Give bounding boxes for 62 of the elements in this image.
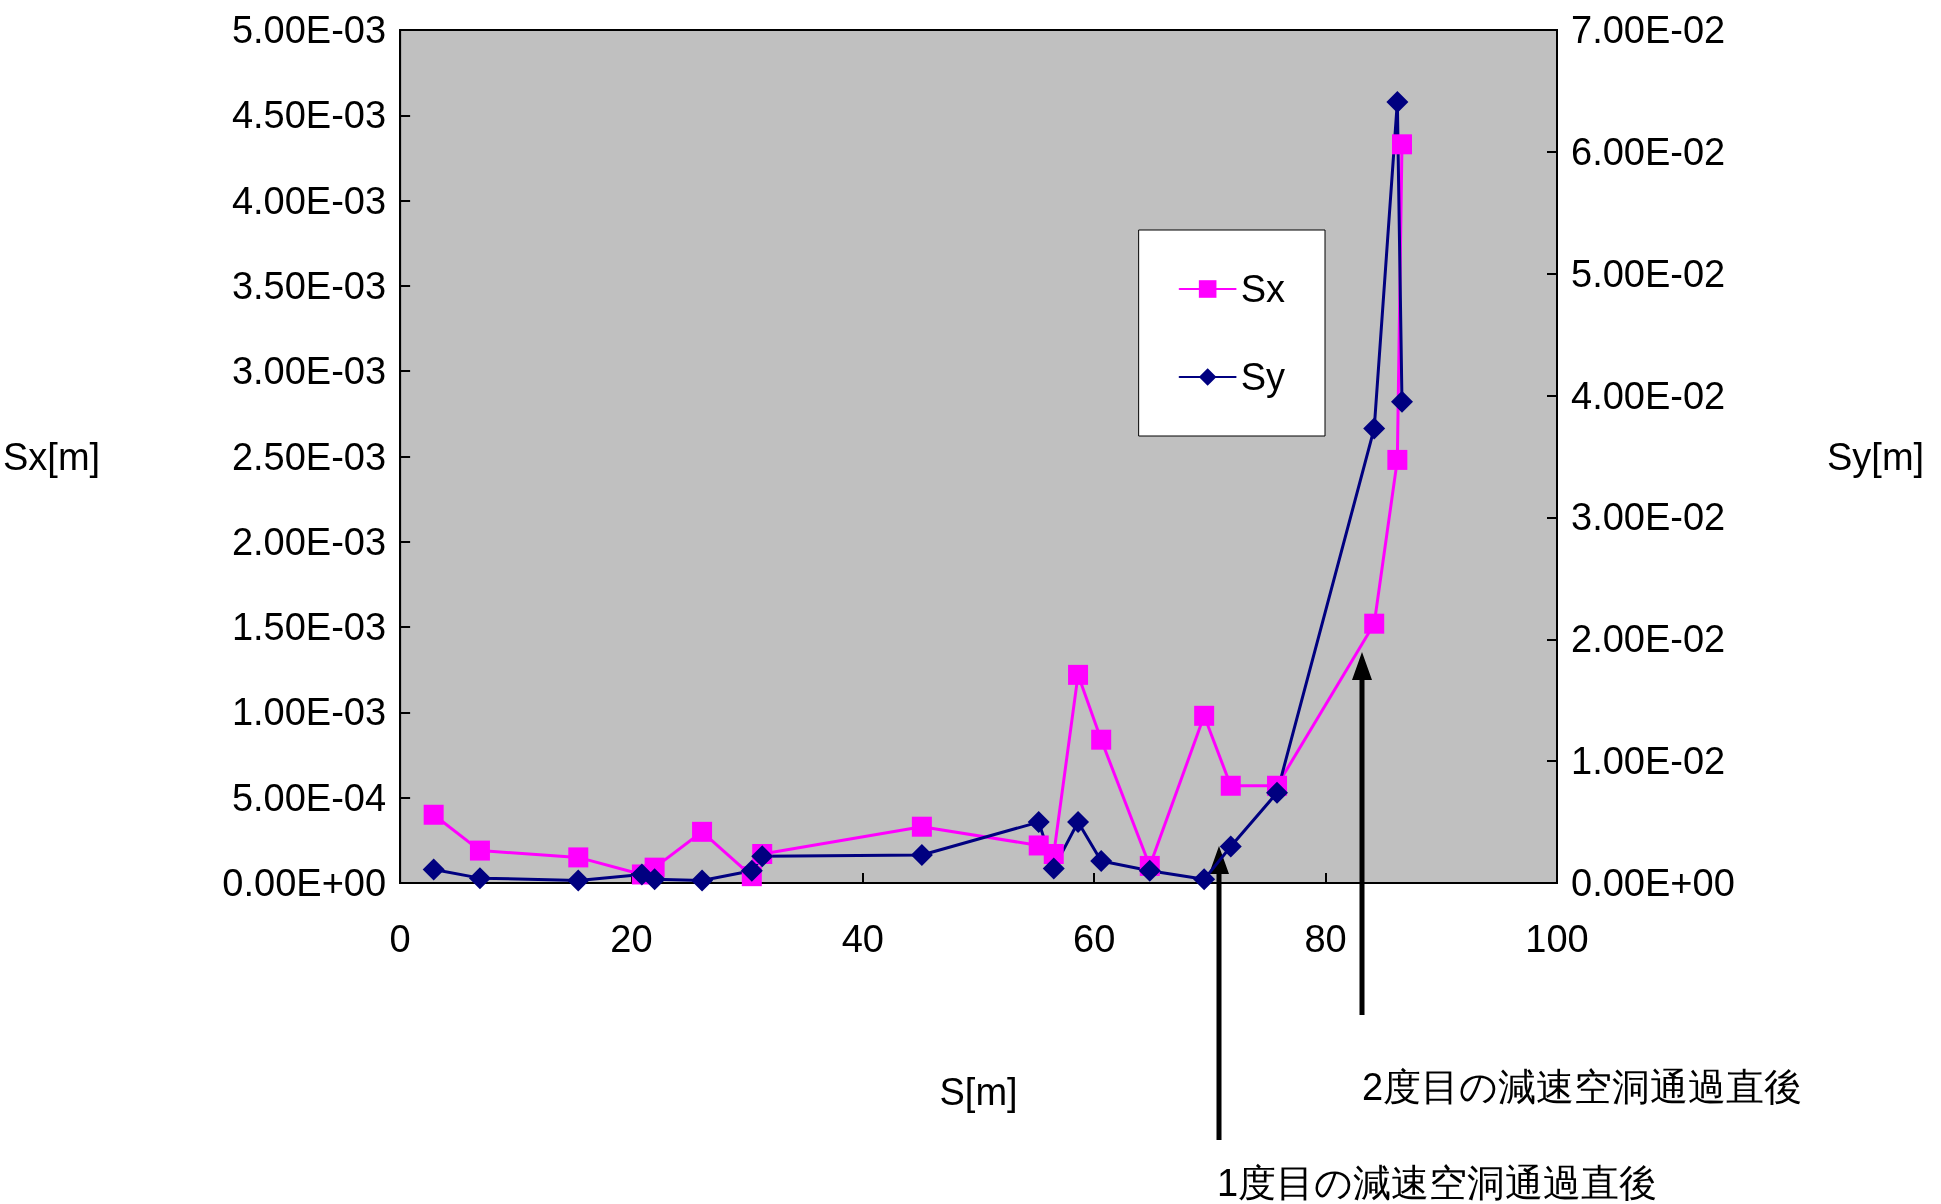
point xyxy=(1042,857,1065,880)
point xyxy=(1390,390,1413,413)
y-tick-label: 5.00E-03 xyxy=(231,9,387,51)
point xyxy=(911,816,932,837)
point xyxy=(468,867,491,890)
y-tick-label: 2.00E-03 xyxy=(231,520,387,563)
point xyxy=(1138,859,1161,882)
point xyxy=(469,840,490,861)
y2-tick-label: 7.00E-02 xyxy=(1571,9,1726,51)
point xyxy=(1220,775,1241,796)
legend-label: Sy xyxy=(1240,356,1286,398)
point xyxy=(1363,417,1386,440)
text: 1度目の減速空洞通過直後 xyxy=(1216,1162,1658,1204)
y-tick-label: 1.50E-03 xyxy=(231,606,387,649)
point xyxy=(1090,850,1113,873)
y-tick-label: 3.00E-03 xyxy=(231,350,387,393)
point xyxy=(1391,134,1412,155)
y-tick-label: 2.50E-03 xyxy=(231,435,387,478)
x-tick-label: 0 xyxy=(389,918,411,960)
x-axis-title: S[m] xyxy=(939,1071,1018,1113)
y-tick-label: 5.00E-04 xyxy=(231,776,387,819)
y-tick-label: 0.00E+00 xyxy=(222,862,387,904)
x-tick-label: 80 xyxy=(1304,918,1347,960)
point xyxy=(910,843,933,866)
legend-label: Sx xyxy=(1240,268,1286,310)
point xyxy=(1194,705,1215,726)
point xyxy=(1219,835,1242,858)
y2-tick-label: 4.00E-02 xyxy=(1571,374,1726,417)
y-tick-label: 4.00E-03 xyxy=(231,179,387,222)
point xyxy=(567,869,590,892)
x-tick-label: 20 xyxy=(610,918,653,960)
y2-axis-title: Sy[m] xyxy=(1827,435,1925,478)
point xyxy=(691,869,714,892)
x-tick-label: 60 xyxy=(1073,918,1116,960)
y2-tick-label: 0.00E+00 xyxy=(1571,862,1735,904)
point xyxy=(692,821,713,842)
point xyxy=(1067,811,1090,834)
point xyxy=(1193,868,1216,891)
y2-tick-label: 5.00E-02 xyxy=(1571,252,1726,295)
y2-tick-label: 1.00E-02 xyxy=(1571,740,1726,783)
point xyxy=(643,868,666,891)
point xyxy=(1386,90,1409,113)
point xyxy=(1091,729,1112,750)
point xyxy=(568,847,589,868)
y-tick-label: 1.00E-03 xyxy=(231,691,387,734)
point xyxy=(1266,781,1289,804)
point xyxy=(1027,811,1050,834)
point xyxy=(1068,664,1089,685)
y-axis-title: Sx[m] xyxy=(2,435,101,478)
y-tick-label: 4.50E-03 xyxy=(231,94,387,137)
x-tick-label: 100 xyxy=(1525,918,1589,960)
y2-tick-label: 3.00E-02 xyxy=(1571,496,1726,539)
point xyxy=(1364,613,1385,634)
y2-tick-label: 6.00E-02 xyxy=(1571,130,1726,173)
y-tick-label: 3.50E-03 xyxy=(231,264,387,307)
y2-tick-label: 2.00E-02 xyxy=(1571,618,1726,661)
point xyxy=(422,858,445,881)
x-tick-label: 40 xyxy=(841,918,885,960)
point xyxy=(740,859,763,882)
text: 2度目の減速空洞通過直後 xyxy=(1361,1066,1803,1108)
point xyxy=(1387,449,1408,470)
point xyxy=(423,804,444,825)
